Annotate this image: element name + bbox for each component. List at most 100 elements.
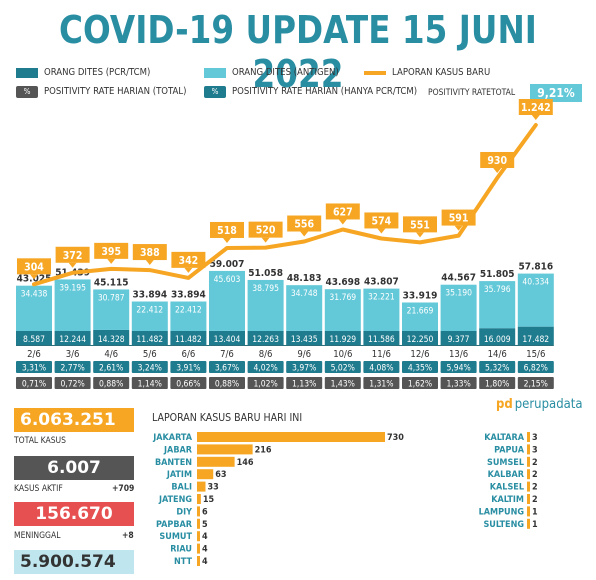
- case-label-pointer: [531, 115, 540, 120]
- pos-pcr-box: [286, 361, 323, 373]
- province-bar: [197, 494, 201, 504]
- case-label: 1.242: [521, 102, 551, 114]
- province-value: 63: [215, 470, 226, 480]
- pos-total-box: [402, 377, 438, 389]
- case-point: 627: [325, 203, 360, 225]
- pos-total-box: [363, 377, 400, 389]
- bar-antigen: [517, 273, 554, 327]
- x-tick-label: 2/6: [27, 349, 41, 360]
- bar-antigen-label: 39.195: [59, 283, 86, 293]
- province-label: SULTENG: [483, 520, 524, 530]
- case-label: 627: [333, 206, 353, 218]
- pos-total-label: 0,71%: [22, 380, 46, 390]
- province-value: 2: [532, 458, 538, 468]
- case-label-box: [17, 258, 51, 275]
- case-point: 930: [480, 151, 515, 173]
- x-tick-label: 12/6: [410, 349, 429, 360]
- case-point: 395: [94, 242, 129, 264]
- bar-antigen-label: 38.795: [252, 284, 279, 294]
- province-label: SUMUT: [159, 532, 192, 542]
- bar-antigen-label: 32.221: [368, 293, 395, 303]
- bar-total-label: 33.894: [132, 290, 167, 301]
- bar-pcr-label: 9.377: [448, 335, 470, 345]
- pos-total-box: [517, 377, 554, 389]
- pos-total-box: [170, 377, 207, 389]
- x-tick-label: 10/6: [333, 349, 352, 360]
- pos-total-box: [247, 377, 284, 389]
- case-label-box: [248, 221, 283, 238]
- daily-chart: 8.58734.43843.0252/63,31%0,71%12.24439.1…: [16, 99, 554, 390]
- brand-mark: pd: [496, 397, 513, 412]
- bar-pcr: [479, 328, 516, 345]
- province-label: JABAR: [163, 445, 193, 455]
- x-tick-label: 3/6: [66, 349, 80, 360]
- province-bar: [527, 481, 530, 492]
- province-bar: [197, 444, 253, 455]
- province-label: JAKARTA: [152, 433, 192, 443]
- total-kasus-value: 6.063.251: [14, 408, 134, 432]
- legend-swatch-cases: [364, 71, 386, 75]
- province-value: 2: [532, 495, 538, 505]
- sembuh-value: 5.900.574: [14, 550, 134, 574]
- province-value: 1: [532, 520, 538, 530]
- case-point: 1.242: [518, 99, 553, 120]
- pos-pcr-label: 5,02%: [331, 364, 355, 374]
- x-tick-label: 5/6: [143, 349, 157, 360]
- pos-total-box: [93, 377, 130, 389]
- bar-antigen-label: 22.412: [136, 306, 163, 316]
- case-label: 372: [63, 250, 83, 262]
- case-label-pointer: [493, 167, 502, 173]
- case-label: 518: [217, 225, 237, 237]
- bar-antigen-label: 40.334: [522, 278, 549, 288]
- pos-pcr-box: [402, 361, 438, 373]
- pos-total-label: 0,72%: [60, 380, 84, 390]
- bar-total-label: 43.698: [325, 277, 360, 288]
- bar-pcr-label: 12.250: [407, 335, 434, 345]
- bar-total-label: 43.807: [364, 277, 399, 288]
- province-bar: [527, 432, 530, 442]
- bar-antigen: [286, 285, 323, 331]
- province-label: KALTARA: [484, 433, 525, 443]
- province-label: LAMPUNG: [479, 507, 525, 517]
- case-label-pointer: [300, 231, 309, 237]
- bar-antigen-label: 30.787: [98, 293, 125, 303]
- province-value: 3: [532, 433, 538, 443]
- bar-antigen: [16, 285, 52, 331]
- bar-pcr-label: 17.482: [522, 335, 549, 345]
- pos-pcr-label: 6,82%: [524, 364, 548, 374]
- case-label-box: [518, 99, 553, 115]
- bar-antigen: [247, 279, 284, 331]
- pos-pcr-box: [247, 361, 284, 373]
- meninggal-delta: +8: [122, 531, 134, 541]
- pos-pcr-label: 2,77%: [60, 364, 84, 374]
- case-point: 342: [171, 251, 206, 273]
- province-bar: [527, 469, 530, 480]
- province-label: BANTEN: [155, 458, 192, 468]
- province-value: 5: [202, 520, 208, 530]
- legend-swatch-antigen: [204, 68, 226, 78]
- case-point: 520: [248, 221, 283, 243]
- kasus-aktif-label: KASUS AKTIF: [14, 484, 63, 494]
- pos-total-label: 1,43%: [331, 380, 355, 390]
- bar-total-label: 33.919: [403, 290, 438, 301]
- pos-pcr-box: [363, 361, 400, 373]
- x-tick-label: 15/6: [526, 349, 545, 360]
- case-label: 304: [24, 261, 44, 273]
- pos-pcr-box: [209, 361, 245, 373]
- bar-total-label: 59.007: [210, 259, 245, 270]
- brand-name: perupadata: [514, 397, 583, 412]
- case-label-box: [441, 209, 476, 226]
- legend-label-cases: LAPORAN KASUS BARU: [392, 67, 491, 78]
- pos-pcr-box: [517, 361, 554, 373]
- bar-pcr: [286, 330, 323, 345]
- bar-antigen: [93, 289, 130, 330]
- pos-total-box: [16, 377, 52, 389]
- pos-pcr-label: 3,67%: [215, 364, 239, 374]
- legend-swatch-pos-total: %: [16, 86, 38, 98]
- pos-pcr-box: [131, 361, 168, 373]
- pos-pcr-label: 3,97%: [292, 364, 316, 374]
- case-label-pointer: [107, 258, 116, 264]
- province-label: BALI: [171, 483, 192, 493]
- province-bar: [197, 556, 200, 566]
